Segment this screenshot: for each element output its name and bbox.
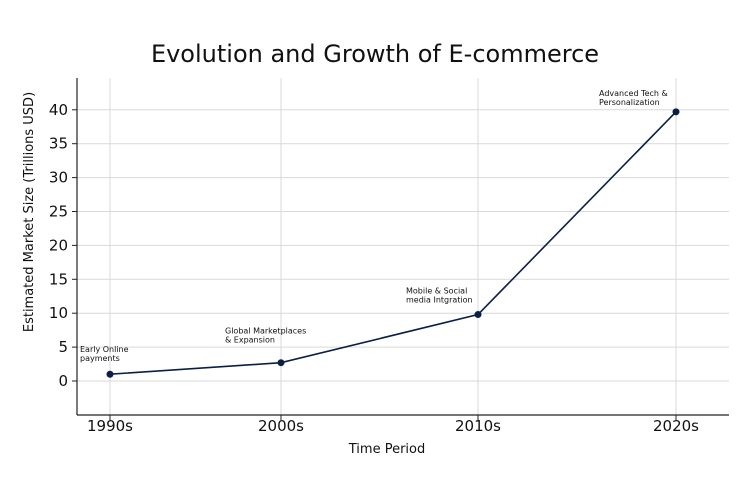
annotation-text: media Intgration (406, 296, 473, 305)
y-tick-label: 25 (49, 203, 68, 221)
y-tick-label: 0 (58, 372, 68, 390)
data-point (277, 359, 285, 367)
series-line (109, 111, 677, 376)
y-tick-label: 20 (49, 236, 68, 254)
x-tick-label: 1990s (87, 417, 133, 435)
y-tick-label: 10 (49, 304, 68, 322)
x-tick-label: 2020s (653, 417, 699, 435)
x-axis-label: Time Period (348, 442, 425, 457)
x-tick-label: 2000s (258, 417, 304, 435)
data-point (106, 370, 114, 378)
grid (77, 78, 729, 415)
x-tick-label: 2010s (455, 417, 501, 435)
annotation-text: payments (80, 354, 120, 363)
y-tick-label: 5 (58, 338, 68, 356)
y-tick-label: 40 (49, 101, 68, 119)
x-ticks: 1990s 2000s 2010s 2020s (87, 415, 699, 435)
annotation-text: Early Online (80, 345, 129, 354)
chart-title: Evolution and Growth of E-commerce (151, 40, 599, 68)
series (106, 108, 680, 378)
annotation-text: & Expansion (225, 336, 275, 345)
data-point (672, 108, 680, 116)
y-ticks: 0 5 10 15 20 25 30 35 40 (49, 101, 77, 390)
y-tick-label: 35 (49, 135, 68, 153)
annotation-text: Personalization (599, 98, 660, 107)
annotation-text: Advanced Tech & (599, 89, 668, 98)
data-point (474, 311, 482, 319)
y-tick-label: 30 (49, 169, 68, 187)
annotation-text: Mobile & Social (406, 287, 467, 296)
y-axis-label: Estimated Market Size (Trillions USD) (22, 92, 37, 332)
annotation-text: Global Marketplaces (225, 327, 306, 336)
y-tick-label: 15 (49, 270, 68, 288)
